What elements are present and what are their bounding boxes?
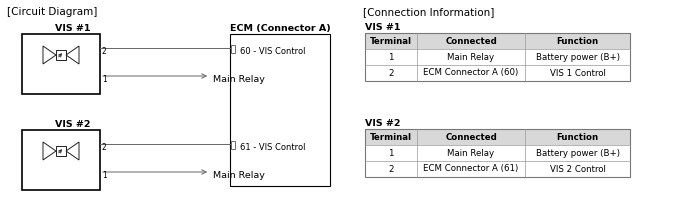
Bar xyxy=(365,129,630,145)
Text: Connected: Connected xyxy=(445,132,497,141)
Text: ECM (Connector A): ECM (Connector A) xyxy=(230,24,330,33)
Text: ECM Connector A (60): ECM Connector A (60) xyxy=(424,68,519,78)
Text: Main Relay: Main Relay xyxy=(447,149,495,157)
Text: VIS #2: VIS #2 xyxy=(55,120,90,129)
Bar xyxy=(231,45,235,53)
Text: VIS #1: VIS #1 xyxy=(365,23,400,32)
Bar xyxy=(365,145,630,161)
Text: Connected: Connected xyxy=(445,37,497,46)
Text: 2: 2 xyxy=(389,68,393,78)
Text: 1: 1 xyxy=(102,171,106,180)
Text: 60 - VIS Control: 60 - VIS Control xyxy=(240,46,305,56)
Text: VIS 2 Control: VIS 2 Control xyxy=(550,165,606,173)
Bar xyxy=(22,130,100,190)
Bar xyxy=(365,161,630,177)
Text: Battery power (B+): Battery power (B+) xyxy=(536,52,620,62)
Text: VIS 1 Control: VIS 1 Control xyxy=(550,68,606,78)
Bar xyxy=(56,146,66,156)
Text: VIS #1: VIS #1 xyxy=(55,24,90,33)
Bar xyxy=(365,49,630,65)
Text: Main Relay: Main Relay xyxy=(447,52,495,62)
Text: VIS #2: VIS #2 xyxy=(365,119,400,128)
Bar xyxy=(231,141,235,149)
Text: 2: 2 xyxy=(102,143,106,152)
Bar xyxy=(365,129,630,177)
Text: [Circuit Diagram]: [Circuit Diagram] xyxy=(7,7,97,17)
Text: 2: 2 xyxy=(389,165,393,173)
Text: 1: 1 xyxy=(389,52,393,62)
Text: ECM Connector A (61): ECM Connector A (61) xyxy=(424,165,519,173)
Text: Function: Function xyxy=(556,132,598,141)
Text: 1: 1 xyxy=(102,75,106,84)
Bar xyxy=(22,34,100,94)
Text: Terminal: Terminal xyxy=(370,132,412,141)
Text: 1: 1 xyxy=(389,149,393,157)
Bar xyxy=(365,33,630,81)
Bar xyxy=(365,65,630,81)
Text: Main Relay: Main Relay xyxy=(213,75,265,84)
Bar xyxy=(230,34,330,186)
Text: Terminal: Terminal xyxy=(370,37,412,46)
Text: [Connection Information]: [Connection Information] xyxy=(363,7,494,17)
Text: Battery power (B+): Battery power (B+) xyxy=(536,149,620,157)
Text: 2: 2 xyxy=(102,47,106,56)
Bar xyxy=(56,50,66,60)
Text: 61 - VIS Control: 61 - VIS Control xyxy=(240,143,305,151)
Bar xyxy=(365,33,630,49)
Text: Main Relay: Main Relay xyxy=(213,170,265,179)
Text: Function: Function xyxy=(556,37,598,46)
